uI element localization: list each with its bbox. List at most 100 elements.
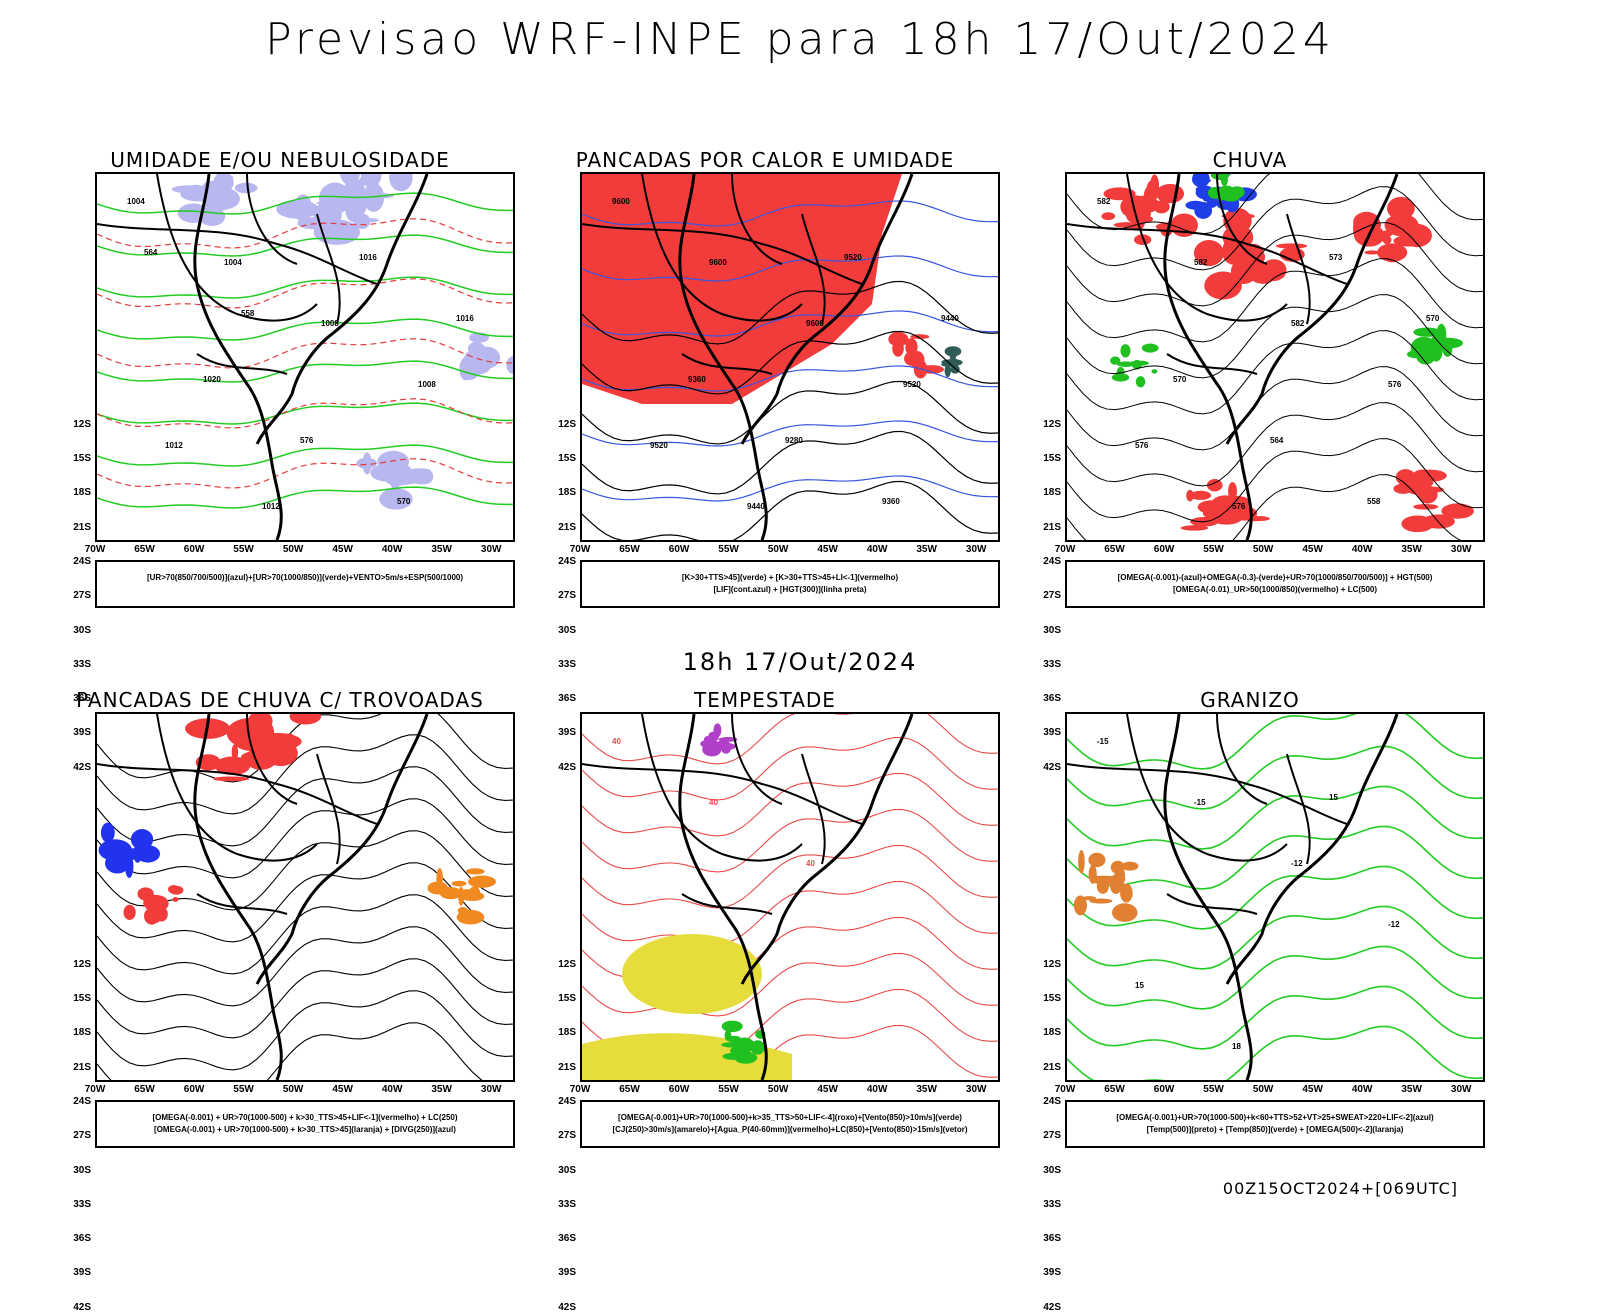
longitude-tick-label: 55W: [718, 1084, 739, 1095]
contour-label: 40: [612, 737, 621, 746]
panel-chuva: CHUVA 12S 15S 18S 21S 24S 27S 30S 33S 36S 39S 42S 70…: [1015, 148, 1485, 773]
contour-label: 1016: [456, 314, 474, 323]
rain-green: [1110, 343, 1159, 388]
map-canvas: 582 582 582 576 576 576 573 570 570 564 558: [1067, 174, 1483, 540]
hgt500-contour: [1067, 258, 1483, 343]
latitude-tick-label: 33S: [1043, 658, 1061, 670]
streamline: [97, 862, 513, 943]
contour-label: 1020: [203, 375, 221, 384]
map-plot-area: -15 -15 -12 -12 15 18 15: [1065, 712, 1485, 1082]
contour-label: 570: [1173, 375, 1187, 384]
longitude-tick-label: 45W: [817, 1084, 838, 1095]
longitude-tick-label: 35W: [1401, 544, 1422, 555]
latitude-tick-label: 12S: [558, 418, 576, 430]
storm-red: [185, 714, 322, 782]
red-dashed-contour: [97, 278, 513, 309]
hgt500-contour: [1067, 222, 1483, 307]
latitude-tick-label: 30S: [73, 1164, 91, 1176]
contour-label: 570: [1426, 314, 1440, 323]
rain-red: [1180, 479, 1270, 531]
longitude-tick-label: 35W: [916, 1084, 937, 1095]
hgt300-contour: [582, 280, 998, 345]
latitude-tick-label: 33S: [1043, 1198, 1061, 1210]
run-timestamp: 00Z15OCT2024+[069UTC]: [1222, 1179, 1458, 1198]
contour-label: -12: [1388, 920, 1400, 929]
latitude-tick-label: 42S: [73, 1301, 91, 1313]
longitude-tick-label: 40W: [866, 544, 888, 555]
panel-legend: [OMEGA(-0.001)+UR>70(1000-500)+k>35_TTS>…: [580, 1100, 1000, 1148]
streamline-red: [582, 772, 998, 837]
streamline: [97, 958, 513, 1039]
legend-line: [CJ(250)>30m/s](amarelo)+[Agua_P(40-60mm…: [612, 1125, 968, 1134]
longitude-tick-label: 45W: [332, 544, 353, 555]
state-borders: [97, 174, 378, 375]
legend-line: [OMEGA(-0.001) + UR>70(1000-500) + k>30_…: [154, 1125, 456, 1134]
legend-line: [LIF](cont.azul) + [HGT(300)](linha pret…: [713, 585, 867, 594]
state-borders: [1067, 174, 1348, 375]
contour-label: 9520: [650, 441, 668, 450]
map-canvas: [97, 714, 513, 1080]
legend-line: [OMEGA(-0.01)_UR>50(1000/850)(vermelho) …: [1172, 585, 1378, 594]
streamline-red: [582, 880, 998, 945]
streamline: [97, 990, 513, 1071]
contour-label: 1008: [321, 319, 339, 328]
green-contour: [97, 486, 513, 509]
latitude-tick-label: 30S: [1043, 1164, 1061, 1176]
contour-label: 1012: [165, 441, 183, 450]
contour-label: 576: [1135, 441, 1149, 450]
contour-label: 570: [397, 497, 411, 506]
contour-label: 564: [144, 248, 158, 257]
red-dashed-contour: [97, 338, 513, 369]
latitude-tick-label: 24S: [558, 555, 576, 567]
contour-label: 9600: [806, 319, 824, 328]
latitude-tick-label: 27S: [73, 590, 91, 602]
longitude-tick-label: 45W: [332, 1084, 353, 1095]
panel-pancadas-trovoadas: PANCADAS DE CHUVA C/ TROVOADAS 12S 15S 18S 2…: [45, 688, 515, 1313]
streamline: [97, 734, 513, 815]
panel-legend: [OMEGA(-0.001) + UR>70(1000-500) + k>30_…: [95, 1100, 515, 1148]
map-canvas: -15 -15 -12 -12 15 18 15: [1067, 714, 1483, 1080]
legend-line: [K>30+TTS>45](verde) + [K>30+TTS>45+LI<-…: [681, 573, 899, 582]
temp850-contour: [1067, 985, 1483, 1050]
streamline: [97, 926, 513, 1007]
contour-label: 573: [1329, 253, 1343, 262]
map-canvas: 40 40 40: [582, 714, 998, 1080]
contour-label: 1004: [224, 258, 242, 267]
longitude-tick-label: 55W: [1203, 1084, 1224, 1095]
contour-label: 1008: [418, 380, 436, 389]
temp850-contour: [1067, 1025, 1483, 1080]
longitude-tick-label: 50W: [1252, 1084, 1274, 1095]
contour-label: 15: [1329, 793, 1338, 802]
bottom-row-title: 18h 17/Out/2024: [682, 648, 918, 676]
longitude-tick-label: 70W: [84, 1084, 106, 1095]
longitude-tick-label: 30W: [965, 544, 987, 555]
contour-label: 9520: [903, 380, 921, 389]
panel-tempestade: TEMPESTADE 12S 15S 18S 21S 24S 27S 30S 33S 36S 39S…: [530, 688, 1000, 1313]
map-canvas: 9600 9600 9600 9520 9520 9440 9520 9440 9360 9280…: [582, 174, 998, 540]
map-canvas: 1004 1004 1008 1008 1012 1012 1016 1016 1020 576 5…: [97, 174, 513, 540]
longitude-tick-label: 70W: [84, 544, 106, 555]
longitude-tick-label: 30W: [480, 544, 502, 555]
latitude-tick-label: 27S: [558, 1130, 576, 1142]
longitude-tick-label: 55W: [1203, 544, 1224, 555]
longitude-tick-label: 50W: [1252, 544, 1274, 555]
latitude-tick-label: 39S: [73, 1267, 91, 1279]
humidity-shading: [356, 450, 434, 510]
temp850-contour: [1067, 945, 1483, 1010]
green-contour: [97, 402, 513, 425]
contour-label: 558: [241, 309, 255, 318]
latitude-tick-label: 39S: [1043, 727, 1061, 739]
latitude-tick-label: 21S: [558, 521, 576, 533]
longitude-tick-label: 65W: [1104, 1084, 1125, 1095]
temp850-contour: [1067, 714, 1483, 770]
contour-label: 40: [709, 798, 718, 807]
longitude-tick-label: 60W: [668, 1084, 690, 1095]
storm-orange: [427, 868, 496, 925]
contour-label: 582: [1194, 258, 1208, 267]
rain-red: [1353, 196, 1432, 263]
contour-label: 9280: [785, 436, 803, 445]
longitude-tick-label: 65W: [134, 1084, 155, 1095]
longitude-tick-label: 60W: [668, 544, 690, 555]
latitude-tick-label: 36S: [73, 1233, 91, 1245]
longitude-tick-label: 65W: [134, 544, 155, 555]
